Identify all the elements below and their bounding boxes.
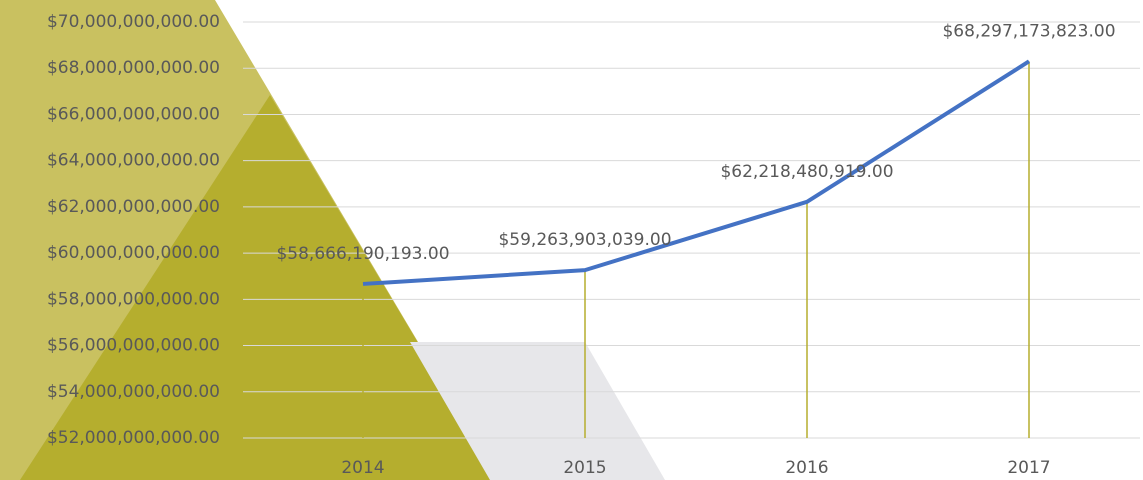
y-tick-label: $62,000,000,000.00 [47,197,220,217]
y-tick-label: $52,000,000,000.00 [47,428,220,448]
x-tick-label: 2017 [1007,458,1050,478]
line-series [363,61,1029,284]
x-tick-label: 2016 [785,458,828,478]
data-label: $62,218,480,919.00 [720,162,893,182]
y-tick-label: $68,000,000,000.00 [47,58,220,78]
y-tick-label: $66,000,000,000.00 [47,104,220,124]
y-tick-label: $64,000,000,000.00 [47,151,220,171]
data-label: $68,297,173,823.00 [942,21,1115,41]
y-tick-label: $54,000,000,000.00 [47,382,220,402]
data-label: $59,263,903,039.00 [498,230,671,250]
y-tick-label: $56,000,000,000.00 [47,336,220,356]
y-tick-label: $70,000,000,000.00 [47,12,220,32]
x-tick-label: 2014 [341,458,384,478]
data-label: $58,666,190,193.00 [276,244,449,264]
x-tick-label: 2015 [563,458,606,478]
y-tick-label: $58,000,000,000.00 [47,289,220,309]
y-tick-label: $60,000,000,000.00 [47,243,220,263]
chart: $52,000,000,000.00 $54,000,000,000.00 $56,… [0,0,1143,480]
